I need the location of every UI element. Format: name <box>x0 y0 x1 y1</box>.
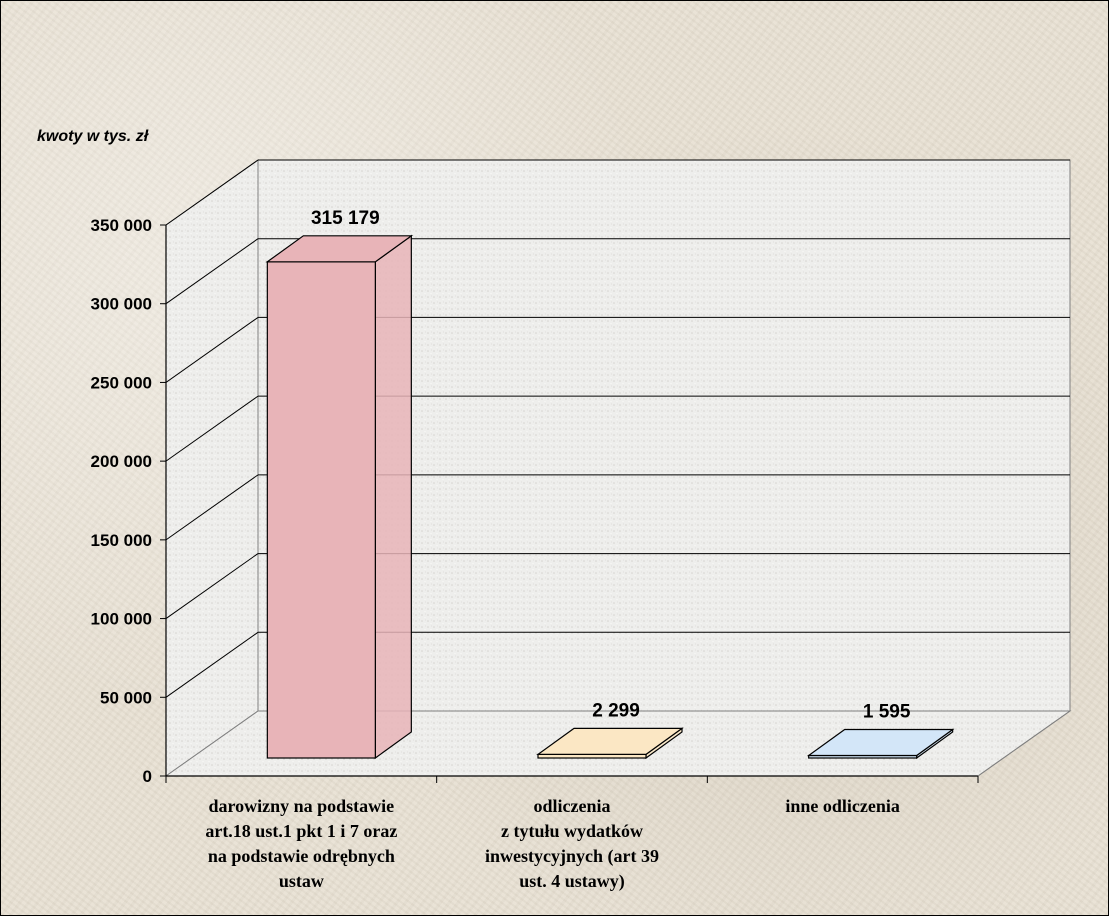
x-category-line: inne odliczenia <box>785 796 900 816</box>
side-wall <box>165 159 259 777</box>
x-category-line: ust. 4 ustawy) <box>519 871 625 892</box>
y-axis: 0 50 000 100 000 150 000 200 000 250 000 300 0… <box>91 216 167 786</box>
bar <box>536 727 684 760</box>
x-axis: darowizny na podstawie art.18 ust.1 pkt 1… <box>165 710 1071 892</box>
gridline-side <box>165 238 259 305</box>
y-tick-label: 350 000 <box>91 216 152 235</box>
x-category-line: inwestycyjnych (art 39 <box>485 846 659 867</box>
bar-side <box>374 234 412 760</box>
x-category-line: art.18 ust.1 pkt 1 i 7 oraz <box>205 821 397 841</box>
x-category-line: darowizny na podstawie <box>208 796 394 816</box>
x-category-line: na podstawie odrębnych <box>208 846 395 866</box>
y-tick-label: 250 000 <box>91 373 152 392</box>
unit-label: kwoty w tys. zł <box>37 128 149 145</box>
x-category-line: z tytułu wydatków <box>501 821 643 841</box>
data-label: 315 179 <box>311 208 380 229</box>
gridline-side <box>165 553 259 619</box>
y-tick-label: 200 000 <box>91 452 152 471</box>
data-label: 1 595 <box>863 701 911 722</box>
data-label: 2 299 <box>592 700 640 721</box>
x-category-line: ustaw <box>279 871 324 891</box>
gridline-side <box>165 159 259 226</box>
bar-top <box>536 727 684 755</box>
y-tick-label: 300 000 <box>91 295 152 314</box>
y-tick-label: 50 000 <box>100 688 152 707</box>
y-tick-label: 0 <box>143 767 152 786</box>
gridline-side <box>165 317 259 383</box>
x-category-label: odliczenia z tytułu wydatków inwestycyjnyc… <box>485 796 659 892</box>
bar <box>806 728 955 760</box>
bar-top <box>265 235 414 263</box>
gridline-side <box>165 474 259 541</box>
x-category-label: darowizny na podstawie art.18 ust.1 pkt 1… <box>205 796 397 891</box>
bars <box>265 234 955 760</box>
x-category-line: odliczenia <box>534 796 611 816</box>
gridline-side <box>165 395 259 462</box>
y-tick-label: 100 000 <box>91 610 152 629</box>
bar-front <box>266 261 376 759</box>
data-labels: 315 179 2 299 1 595 <box>311 208 911 723</box>
bar-top <box>806 728 955 757</box>
y-tick-label: 150 000 <box>91 531 152 550</box>
bar <box>265 234 414 760</box>
x-category-label: inne odliczenia <box>785 796 900 816</box>
gridline-side <box>165 631 259 698</box>
floor-right-edge <box>977 710 1071 777</box>
